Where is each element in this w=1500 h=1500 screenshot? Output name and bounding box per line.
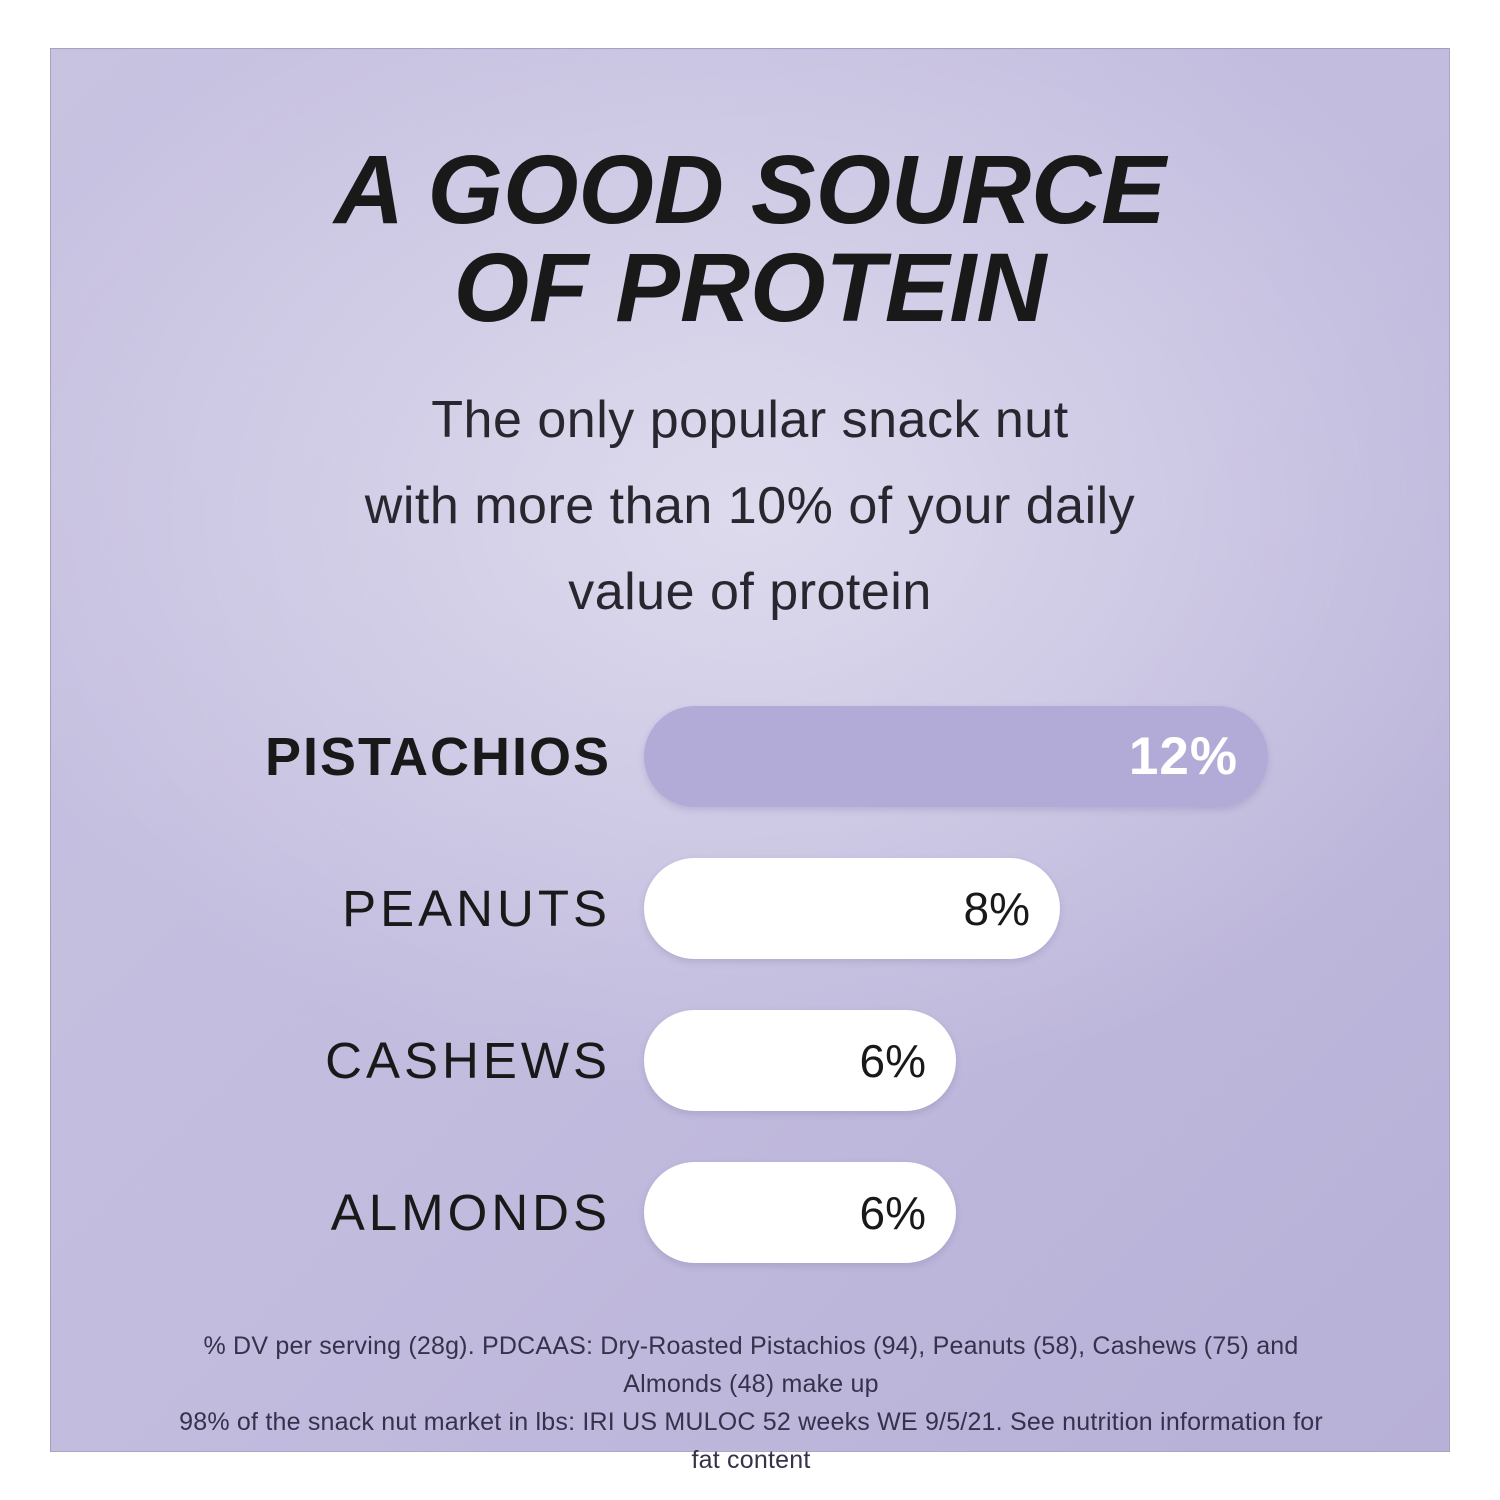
footnote-line-2: 98% of the snack nut market in lbs: IRI … xyxy=(179,1408,1323,1474)
bar-value: 6% xyxy=(859,1186,926,1239)
subtitle: The only popular snack nut with more tha… xyxy=(51,377,1449,635)
bar: 6% xyxy=(644,1162,956,1263)
chart-row: PISTACHIOS 12% xyxy=(51,706,1449,807)
chart-row: ALMONDS 6% xyxy=(51,1162,1449,1263)
subtitle-line-1: The only popular snack nut xyxy=(431,391,1069,449)
bar-label: PISTACHIOS xyxy=(264,726,611,787)
bar-label: ALMONDS xyxy=(330,1184,611,1241)
protein-bar-chart: PISTACHIOS 12% PEANUTS 8% CASHEWS 6% ALM… xyxy=(51,706,1449,1314)
bar-value: 8% xyxy=(963,882,1030,935)
bar-label: CASHEWS xyxy=(325,1032,611,1089)
infographic-panel: A GOOD SOURCE OF PROTEIN The only popula… xyxy=(50,48,1450,1474)
bar: 6% xyxy=(644,1010,956,1111)
bar: 12% xyxy=(644,706,1268,807)
bar-label: PEANUTS xyxy=(342,880,611,937)
title-line-2: OF PROTEIN xyxy=(453,233,1047,342)
subtitle-line-2: with more than 10% of your daily xyxy=(364,477,1136,535)
bar-value: 12% xyxy=(1128,727,1238,786)
footnote-line-1: % DV per serving (28g). PDCAAS: Dry-Roas… xyxy=(203,1332,1299,1398)
title-line-1: A GOOD SOURCE xyxy=(334,135,1166,244)
bar-value: 6% xyxy=(859,1034,926,1087)
chart-row: PEANUTS 8% xyxy=(51,858,1449,959)
subtitle-line-3: value of protein xyxy=(568,563,932,621)
bar: 8% xyxy=(644,858,1060,959)
chart-row: CASHEWS 6% xyxy=(51,1010,1449,1111)
page-title: A GOOD SOURCE OF PROTEIN xyxy=(51,141,1449,337)
footnote: % DV per serving (28g). PDCAAS: Dry-Roas… xyxy=(171,1327,1331,1479)
